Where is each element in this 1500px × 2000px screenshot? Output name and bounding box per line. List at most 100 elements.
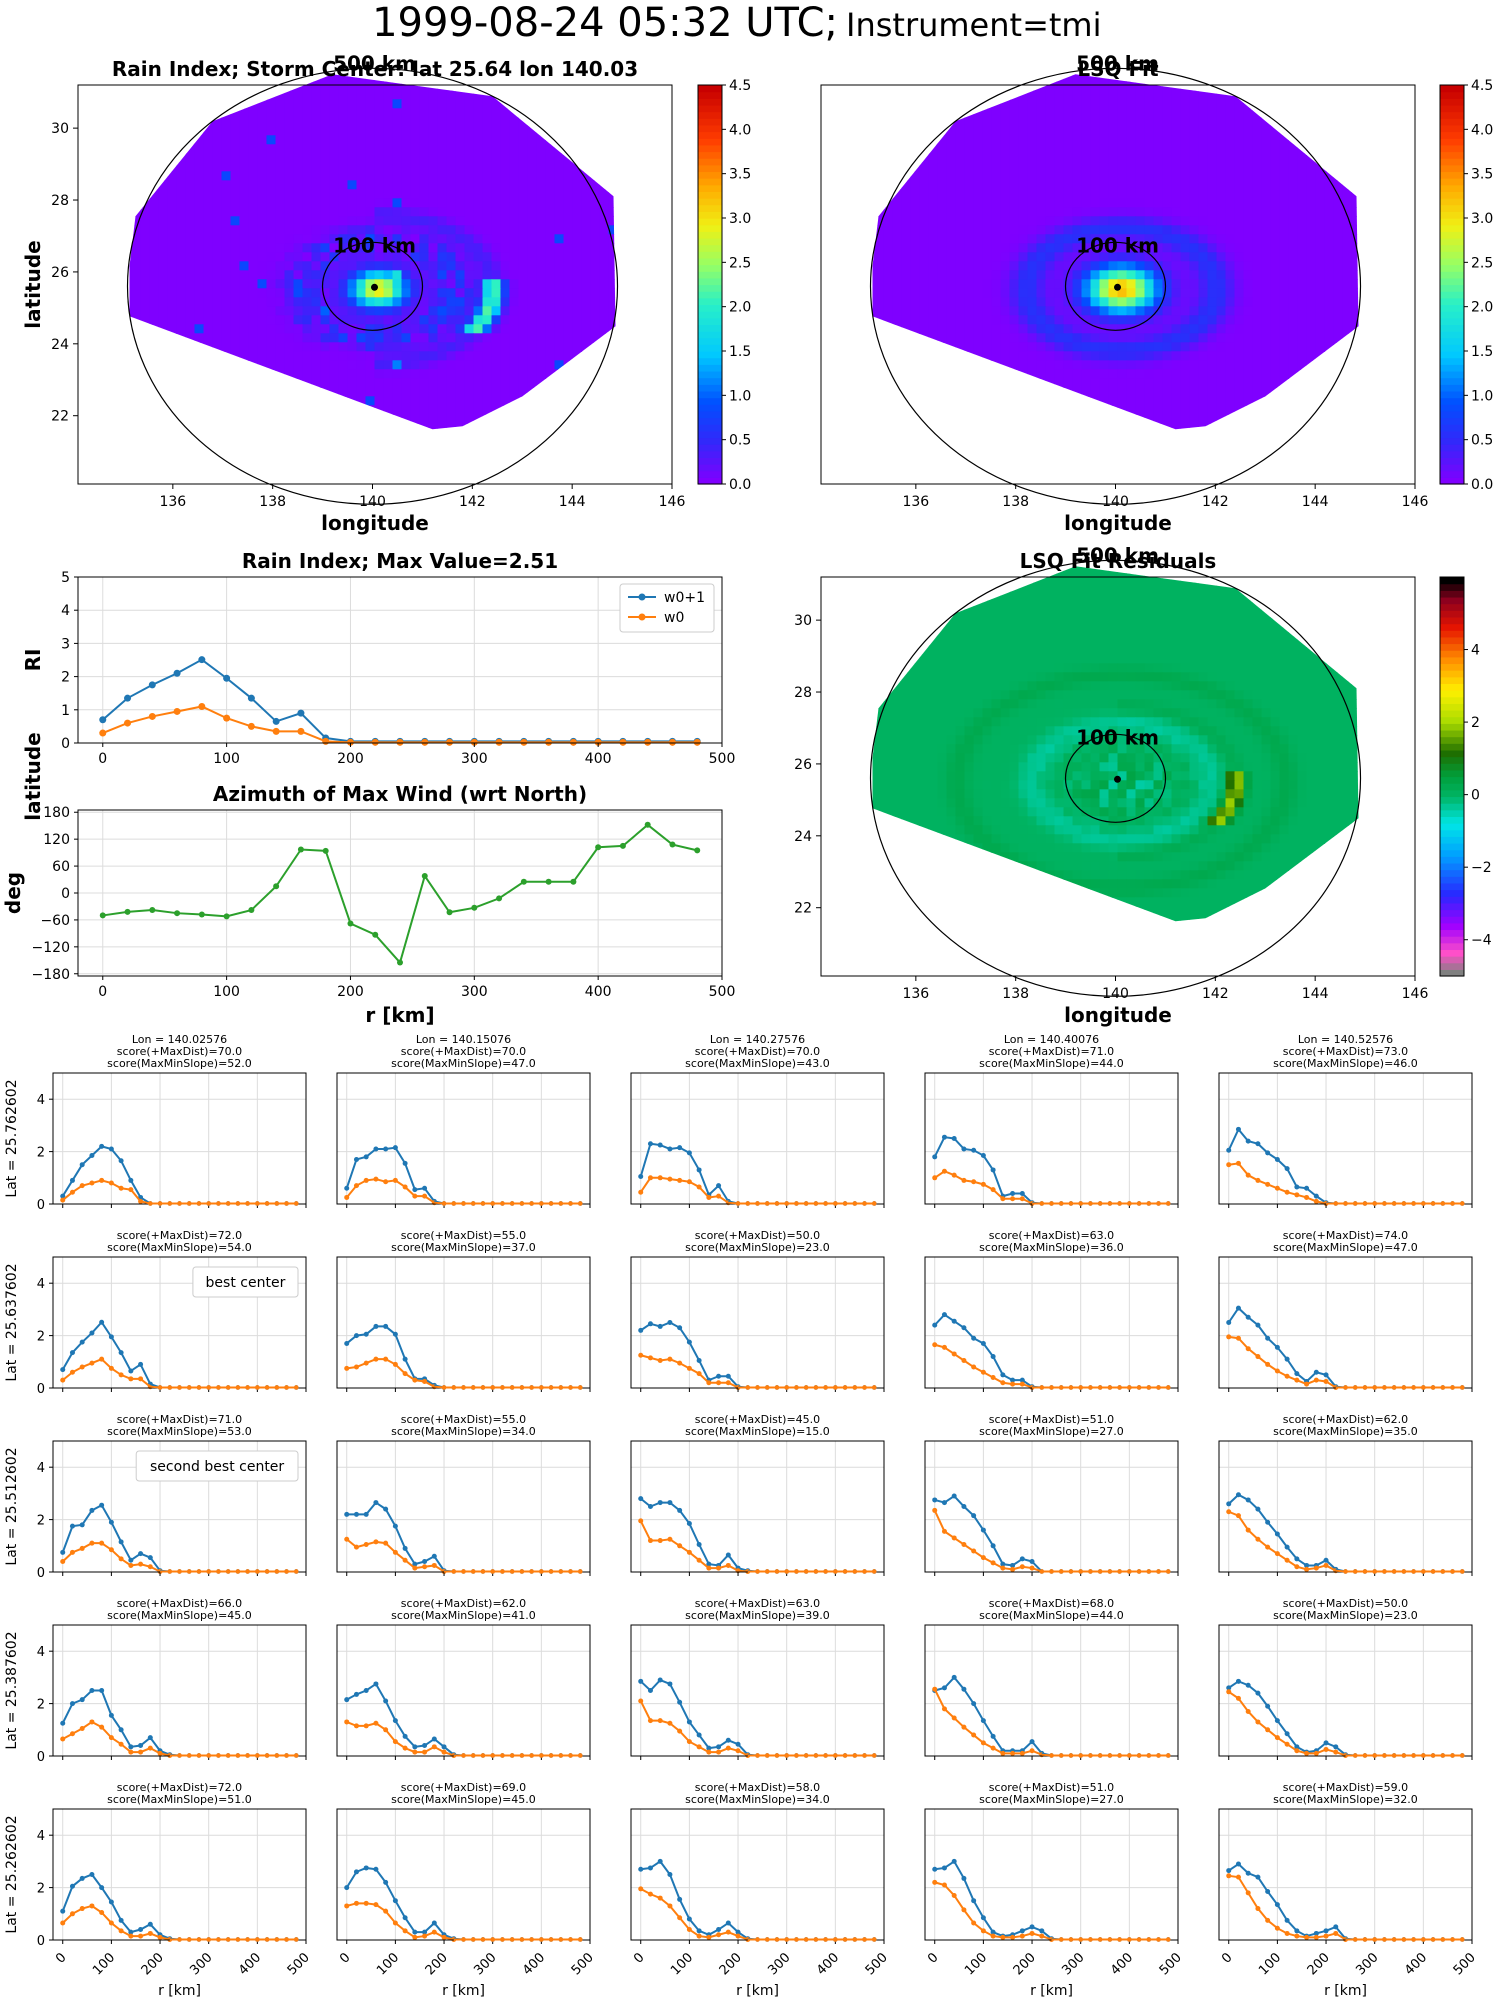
swath-cell	[464, 126, 475, 136]
swath-cell	[982, 153, 993, 163]
swath-cell	[1252, 423, 1263, 430]
swath-cell	[893, 63, 903, 73]
swath-cell	[1198, 225, 1209, 235]
swath-cell	[500, 279, 511, 289]
swath-cell	[257, 225, 268, 235]
swath-cell	[1018, 261, 1029, 271]
swath-cell	[428, 369, 439, 379]
swath-cell	[230, 324, 241, 334]
swath-cell	[1297, 243, 1308, 253]
swath-cell	[591, 432, 601, 442]
swath-cell	[131, 414, 142, 424]
swath-cell	[599, 189, 610, 199]
swath-cell	[455, 99, 466, 109]
swath-cell	[500, 81, 511, 91]
colorbar-step	[1440, 344, 1464, 352]
swath-cell	[1225, 270, 1236, 280]
swath-cell	[964, 198, 975, 208]
swath-cell	[1333, 243, 1344, 253]
swath-cell	[509, 126, 520, 136]
swath-cell	[973, 342, 984, 352]
swath-cell	[883, 180, 894, 190]
swath-cell	[527, 396, 538, 406]
swath-cell	[1225, 117, 1236, 127]
swath-cell	[937, 306, 948, 316]
swath-cell	[1036, 198, 1047, 208]
swath-cell	[1099, 243, 1110, 253]
swath-cell	[892, 90, 903, 100]
swath-cell	[410, 315, 421, 325]
swath-cell	[374, 405, 385, 415]
swath-cell	[1108, 81, 1119, 91]
swath-cell	[129, 126, 133, 136]
swath-cell	[1333, 387, 1344, 397]
swath-cell	[518, 423, 529, 430]
swath-cell	[955, 144, 966, 154]
swath-cell	[311, 252, 322, 262]
swath-cell	[320, 74, 331, 82]
swath-cell	[901, 342, 912, 352]
colorbar-step	[698, 124, 722, 133]
swath-cell	[212, 351, 223, 361]
swath-cell	[203, 414, 214, 424]
swath-cell	[1090, 360, 1101, 370]
swath-cell	[1009, 225, 1020, 235]
swath-cell	[230, 306, 241, 316]
swath-cell	[590, 180, 601, 190]
swath-cell	[599, 324, 610, 334]
swath-cell	[320, 243, 331, 253]
swath-cell	[446, 315, 457, 325]
swath-cell	[419, 252, 430, 262]
swath-cell	[1351, 306, 1359, 316]
swath-cell	[185, 387, 196, 397]
swath-cell	[536, 207, 547, 217]
swath-cell	[230, 423, 241, 430]
swath-cell	[509, 243, 520, 253]
swath-cell	[1135, 225, 1146, 235]
swath-cell	[1099, 216, 1110, 226]
swath-cell	[329, 198, 340, 208]
swath-cell	[1297, 324, 1308, 334]
swath-cell	[1351, 117, 1359, 127]
swath-cell	[1090, 351, 1101, 361]
colorbar-step	[1440, 237, 1464, 246]
swath-cell	[1153, 387, 1164, 397]
swath-cell	[1109, 432, 1119, 442]
swath-cell	[872, 342, 876, 352]
swath-cell	[491, 396, 502, 406]
swath-cell	[212, 99, 223, 109]
map-title: LSQ Fit	[1077, 57, 1159, 81]
swath-cell	[599, 99, 610, 109]
swath-cell	[1009, 135, 1020, 145]
swath-cell	[955, 405, 966, 415]
swath-cell	[1000, 216, 1011, 226]
swath-cell	[383, 405, 394, 415]
swath-cell	[1045, 180, 1056, 190]
swath-cell	[266, 171, 277, 181]
swath-cell	[1054, 387, 1065, 397]
swath-cell	[1171, 180, 1182, 190]
swath-cell	[1027, 189, 1038, 199]
swath-cell	[1216, 369, 1227, 379]
swath-cell	[982, 378, 993, 388]
swath-cell	[221, 396, 232, 406]
swath-cell	[1018, 189, 1029, 199]
swath-cell	[1180, 252, 1191, 262]
swath-cell	[221, 81, 232, 91]
swath-cell	[320, 288, 331, 298]
swath-cell	[500, 234, 511, 244]
swath-cell	[901, 117, 912, 127]
swath-cell	[920, 432, 930, 442]
swath-cell	[1072, 270, 1083, 280]
swath-cell	[464, 288, 475, 298]
swath-cell	[883, 297, 894, 307]
swath-cell	[248, 378, 259, 388]
swath-cell	[590, 351, 601, 361]
swath-cell	[140, 261, 151, 271]
axes-frame	[77, 84, 673, 485]
swath-cell	[1000, 117, 1011, 127]
swath-cell	[1261, 135, 1272, 145]
swath-cell	[1090, 189, 1101, 199]
swath-cell	[527, 252, 538, 262]
swath-cell	[257, 369, 268, 379]
